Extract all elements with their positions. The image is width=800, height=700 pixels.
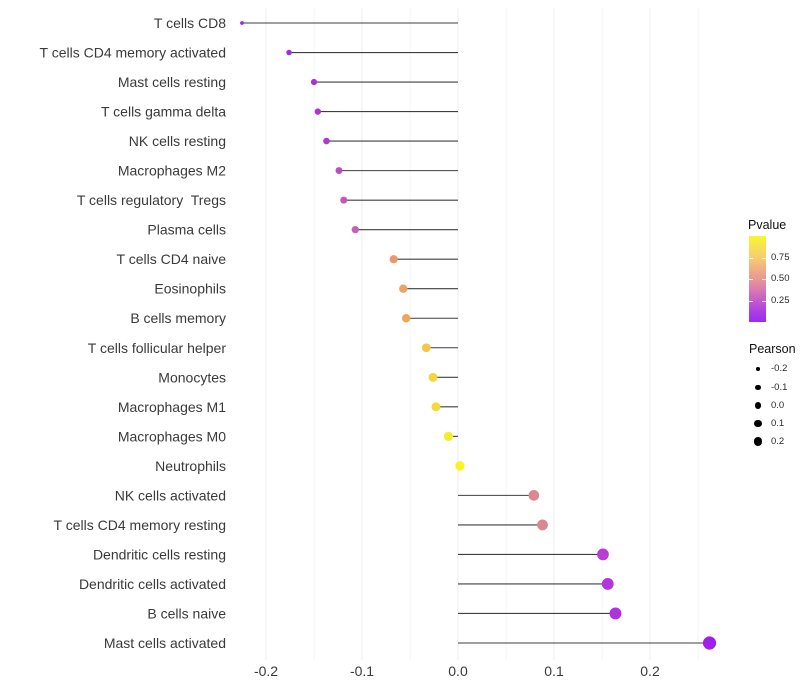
row-label: Plasma cells [147, 222, 226, 238]
x-tick-label: -0.2 [254, 663, 278, 679]
pearson-legend-key-dot [756, 367, 760, 371]
row-label: Mast cells resting [118, 74, 226, 90]
lollipop-dot [528, 490, 540, 501]
row-label: T cells CD4 memory resting [54, 517, 226, 533]
pvalue-colorbar-tickmark [762, 300, 766, 302]
pearson-legend-key-dot [755, 384, 761, 391]
pvalue-legend-title: Pvalue [748, 218, 787, 232]
row-label: T cells CD8 [154, 15, 226, 31]
pearson-legend-key-dot [753, 437, 763, 446]
pvalue-colorbar-tickmark [749, 300, 753, 302]
pearson-legend-key-dot [754, 402, 762, 409]
pvalue-colorbar-tickmark [762, 257, 766, 259]
pvalue-colorbar-tickmark [749, 279, 753, 280]
lollipop-dot [286, 49, 292, 56]
x-tick-label: 0.2 [640, 663, 660, 679]
lollipop-dot [323, 137, 330, 145]
row-label: T cells gamma delta [101, 104, 226, 120]
lollipop-dot [340, 196, 348, 204]
lollipop-dot [609, 607, 622, 620]
row-label: Dendritic cells activated [79, 576, 226, 592]
pvalue-colorbar [749, 236, 766, 322]
row-label: Macrophages M1 [118, 399, 226, 415]
pvalue-colorbar-tick-label: 0.75 [771, 251, 790, 263]
row-label: NK cells resting [129, 133, 226, 149]
lollipop-dot [455, 461, 465, 471]
lollipop-dot [351, 226, 359, 234]
lollipop-dot [310, 78, 318, 86]
lollipop-dot [597, 548, 609, 561]
row-label: Neutrophils [155, 458, 226, 474]
row-label: T cells CD4 memory activated [40, 45, 226, 61]
row-label: Macrophages M0 [118, 428, 226, 444]
row-label: Mast cells activated [104, 635, 226, 651]
lollipop-dot [537, 519, 548, 531]
lollipop-dot [314, 108, 322, 115]
lollipop-dot [401, 314, 411, 323]
pvalue-colorbar-tickmark [749, 257, 753, 259]
row-label: Dendritic cells resting [93, 546, 226, 562]
row-label: T cells regulatory Tregs [77, 192, 226, 208]
pearson-legend-key-label: -0.1 [771, 381, 788, 393]
pearson-legend-key-label: 0.0 [771, 399, 785, 411]
row-label: B cells naive [147, 605, 226, 621]
x-tick-label: 0.1 [544, 663, 564, 679]
row-label: B cells memory [130, 310, 226, 326]
row-label: Macrophages M2 [118, 163, 226, 179]
row-label: T cells CD4 naive [117, 251, 227, 267]
x-tick-label: -0.1 [350, 663, 374, 679]
pvalue-colorbar-tickmark [762, 279, 766, 280]
lollipop-dot [601, 578, 614, 590]
pearson-legend-key-dot [754, 419, 762, 428]
row-label: T cells follicular helper [88, 340, 227, 356]
lollipop-dot [240, 21, 244, 25]
row-label: NK cells activated [115, 487, 226, 503]
pvalue-colorbar-tick-label: 0.50 [771, 273, 790, 284]
lollipop-dot [428, 372, 438, 382]
pearson-legend-key-label: -0.2 [771, 363, 788, 374]
x-tick-label: 0.0 [448, 663, 468, 679]
pvalue-colorbar-tick-label: 0.25 [771, 294, 790, 306]
pearson-legend-title: Pearson [749, 342, 796, 356]
lollipop-dot [443, 431, 454, 441]
pearson-legend-key-label: 0.1 [771, 417, 785, 429]
lollipop-dot [399, 284, 408, 293]
lollipop-dot [431, 402, 441, 412]
lollipop-dot [421, 343, 431, 353]
row-label: Monocytes [158, 369, 226, 385]
lollipop-dot [389, 255, 398, 264]
row-label: Eosinophils [154, 281, 226, 297]
lollipop-dot [335, 167, 343, 175]
pearson-legend-key-label: 0.2 [771, 435, 785, 447]
lollipop-dot [702, 636, 717, 650]
